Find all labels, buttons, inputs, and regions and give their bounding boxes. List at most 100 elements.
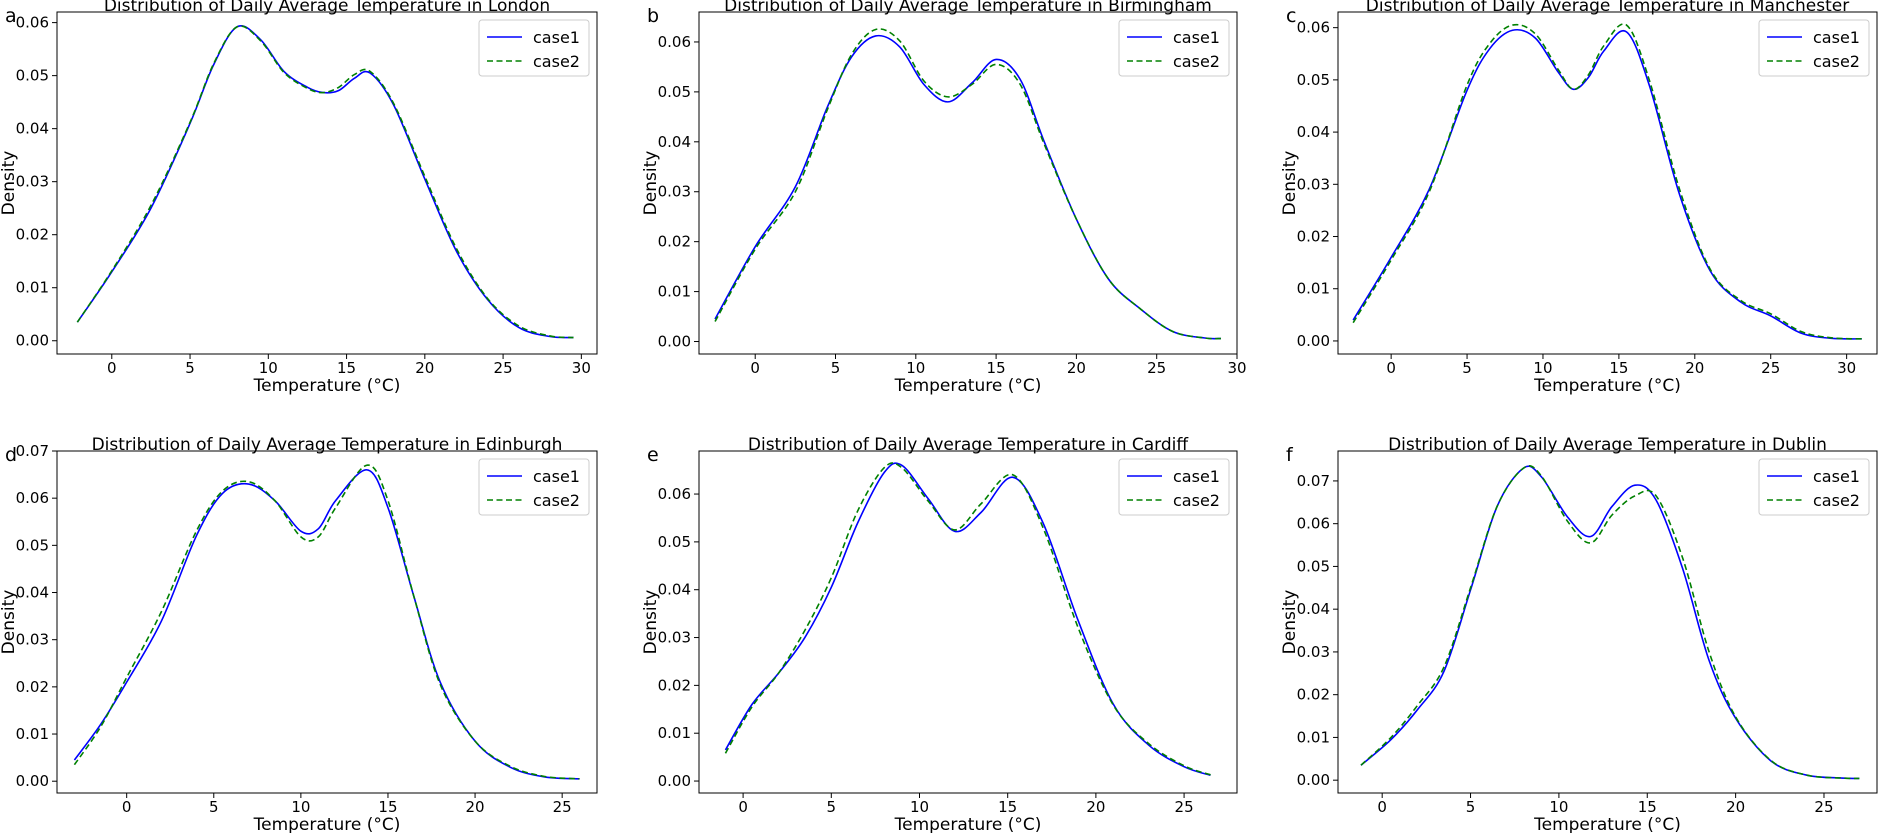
y-tick-label: 0.02 [658, 676, 691, 694]
y-tick-label: 0.01 [16, 279, 49, 297]
panel-label: c [1286, 5, 1296, 27]
legend-box [478, 458, 590, 516]
y-tick-label: 0.05 [1297, 557, 1330, 575]
y-tick-label: 0.00 [658, 772, 691, 790]
x-tick-label: 25 [1761, 359, 1780, 377]
y-tick-label: 0.01 [658, 283, 691, 301]
y-tick-label: 0.03 [16, 173, 49, 191]
y-tick-label: 0.01 [1297, 728, 1330, 746]
series-line-case1 [1352, 28, 1862, 340]
x-tick-label: 15 [987, 359, 1006, 377]
legend-label-case1: case1 [533, 467, 580, 486]
x-tick-label: 30 [1837, 359, 1856, 377]
x-tick-label: 5 [185, 359, 195, 377]
y-tick-label: 0.04 [16, 120, 49, 138]
series-line-case2 [1360, 465, 1860, 780]
axes-frame [56, 450, 598, 794]
legend-label-case2: case2 [533, 491, 580, 510]
y-tick-label: 0.06 [658, 485, 691, 503]
x-axis-label: Temperature (°C) [894, 815, 1042, 833]
y-tick-label: 0.03 [1297, 643, 1330, 661]
legend: case1 case2 [1118, 19, 1230, 77]
legend-box [1118, 458, 1230, 516]
y-tick-label: 0.01 [658, 724, 691, 742]
x-tick-label: 5 [1466, 798, 1476, 816]
y-tick-label: 0.02 [658, 233, 691, 251]
x-tick-label: 25 [553, 798, 572, 816]
legend: case1 case2 [1118, 458, 1230, 516]
legend-box [1118, 19, 1230, 77]
legend-label-case1: case1 [533, 28, 580, 47]
x-tick-label: 15 [1609, 359, 1628, 377]
chart-title: Distribution of Daily Average Temperatur… [748, 435, 1189, 455]
panel-label: a [5, 5, 17, 27]
legend-box [478, 19, 590, 77]
x-tick-label: 5 [827, 798, 837, 816]
legend: case1 case2 [478, 19, 590, 77]
x-tick-label: 0 [1377, 798, 1387, 816]
legend-label-case2: case2 [1813, 491, 1860, 510]
panel-label: d [5, 444, 17, 466]
y-tick-label: 0.00 [16, 332, 49, 350]
x-tick-label: 5 [209, 798, 219, 816]
legend-label-case1: case1 [1173, 467, 1220, 486]
y-tick-label: 0.04 [1297, 600, 1330, 618]
series-line-case2 [73, 464, 580, 780]
y-tick-label: 0.05 [658, 83, 691, 101]
series-line-case2 [76, 25, 574, 339]
x-tick-label: 10 [291, 798, 310, 816]
series-line-case1 [1360, 465, 1860, 780]
series-line-case2 [724, 462, 1211, 776]
x-tick-label: 30 [572, 359, 591, 377]
y-tick-label: 0.00 [658, 333, 691, 351]
series-line-case2 [1352, 23, 1862, 340]
axes-frame [56, 11, 598, 355]
y-tick-label: 0.04 [1297, 123, 1330, 141]
x-tick-label: 25 [494, 359, 513, 377]
chart-panel-b: 0 5 10 15 20 25 30 0.00 0.01 0.02 0.03 0.04 0.05 0.06… [641, 0, 1247, 396]
legend: case1 case2 [1758, 19, 1870, 77]
y-axis-label: Density [1280, 151, 1300, 216]
x-tick-label: 0 [122, 798, 132, 816]
axes-frame [1337, 450, 1878, 794]
legend-label-case1: case1 [1813, 467, 1860, 486]
x-tick-label: 10 [1533, 359, 1552, 377]
chart-title: Distribution of Daily Average Temperatur… [92, 435, 563, 455]
chart-title: Distribution of Daily Average Temperatur… [104, 0, 550, 16]
y-tick-label: 0.00 [16, 772, 49, 790]
chart-panel-e: 0 5 10 15 20 25 0.00 0.01 0.02 0.03 0.04 0.05 0.06 Di… [641, 435, 1238, 833]
y-axis-label: Density [641, 151, 661, 216]
axes-frame [1337, 11, 1878, 355]
series-line-case1 [73, 469, 580, 780]
x-axis-label: Temperature (°C) [1533, 815, 1681, 833]
panel-label: e [647, 444, 659, 466]
y-tick-label: 0.05 [1297, 71, 1330, 89]
x-tick-label: 0 [738, 798, 748, 816]
legend: case1 case2 [478, 458, 590, 516]
y-tick-label: 0.02 [16, 678, 49, 696]
y-tick-label: 0.06 [1297, 19, 1330, 37]
axes-frame [698, 11, 1238, 355]
y-axis-label: Density [641, 590, 661, 655]
chart-title: Distribution of Daily Average Temperatur… [724, 0, 1212, 16]
legend-label-case2: case2 [1173, 52, 1220, 71]
x-tick-label: 15 [337, 359, 356, 377]
y-tick-label: 0.05 [16, 536, 49, 554]
x-tick-label: 10 [910, 798, 929, 816]
x-tick-label: 10 [906, 359, 925, 377]
y-tick-label: 0.01 [16, 725, 49, 743]
chart-panel-d: 0 5 10 15 20 25 0.00 0.01 0.02 0.03 0.04 0.05 0.06 0.… [0, 435, 598, 833]
y-tick-label: 0.00 [1297, 771, 1330, 789]
y-tick-label: 0.06 [16, 489, 49, 507]
x-tick-label: 25 [1175, 798, 1194, 816]
y-tick-label: 0.05 [16, 67, 49, 85]
y-tick-label: 0.00 [1297, 332, 1330, 350]
chart-title: Distribution of Daily Average Temperatur… [1388, 435, 1827, 455]
y-axis-label: Density [1280, 590, 1300, 655]
x-tick-label: 25 [1147, 359, 1166, 377]
x-tick-label: 20 [1086, 798, 1105, 816]
x-tick-label: 5 [831, 359, 841, 377]
x-axis-label: Temperature (°C) [894, 376, 1042, 396]
series-line-case2 [714, 28, 1221, 340]
chart-panel-f: 0 5 10 15 20 25 0.00 0.01 0.02 0.03 0.04 0.05 0.06 0.… [1280, 435, 1878, 833]
